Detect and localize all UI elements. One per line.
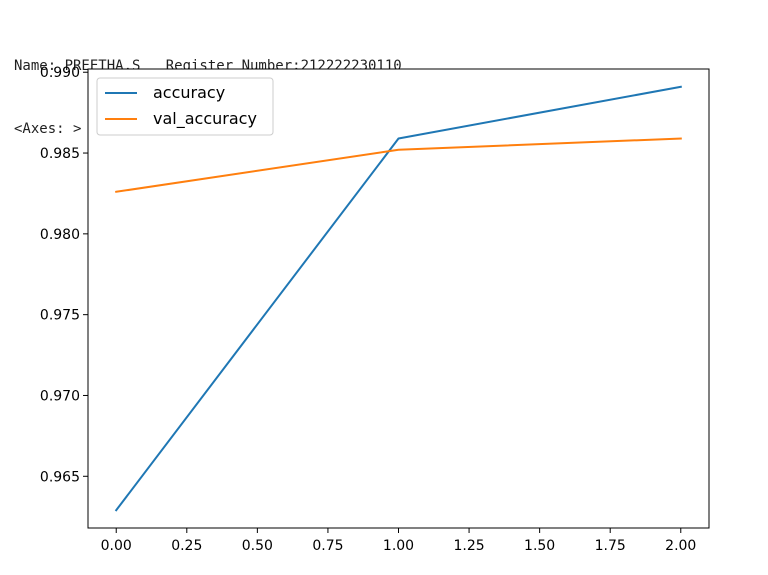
y-tick-label: 0.975 <box>40 308 80 324</box>
x-tick-label: 0.00 <box>101 538 132 554</box>
x-tick-label: 0.50 <box>242 538 273 554</box>
plot-area <box>88 69 709 528</box>
series-line-accuracy <box>114 85 682 512</box>
plot-frame <box>87 68 710 529</box>
x-axis: 0.00 0.25 0.50 0.75 1.00 1.25 1.50 1.75 2.00 <box>101 528 696 554</box>
y-tick-label: 0.990 <box>40 65 80 81</box>
x-tick-label: 1.00 <box>383 538 414 554</box>
x-tick-label: 0.75 <box>312 538 343 554</box>
legend-box <box>96 77 274 136</box>
y-axis: 0.965 0.970 0.975 0.980 0.985 0.990 <box>40 65 88 485</box>
x-tick-label: 0.25 <box>171 538 202 554</box>
y-tick-label: 0.965 <box>40 469 80 485</box>
x-tick-label: 1.50 <box>524 538 555 554</box>
y-tick-label: 0.970 <box>40 388 80 404</box>
y-tick-label: 0.980 <box>40 227 80 243</box>
series-line-val-accuracy <box>115 137 682 193</box>
legend-label: accuracy <box>153 83 225 102</box>
x-tick-label: 1.25 <box>453 538 484 554</box>
y-tick-label: 0.985 <box>40 146 80 162</box>
x-tick-label: 1.75 <box>595 538 626 554</box>
x-tick-label: 2.00 <box>665 538 696 554</box>
axes-repr-line: <Axes: > <box>14 121 82 137</box>
series-lines <box>114 85 682 512</box>
legend: accuracy val_accuracy <box>96 77 274 136</box>
legend-label: val_accuracy <box>153 109 257 129</box>
